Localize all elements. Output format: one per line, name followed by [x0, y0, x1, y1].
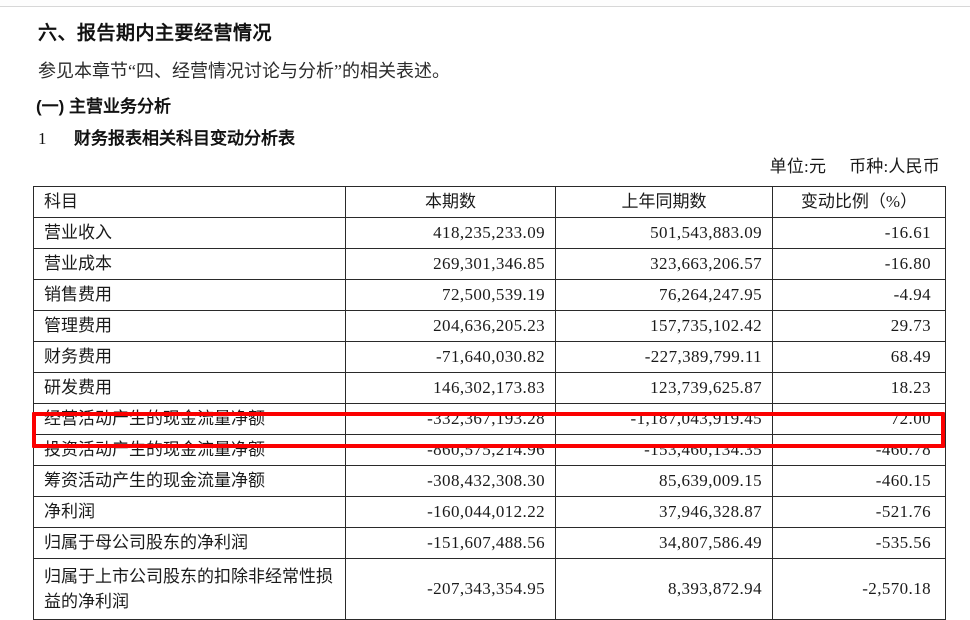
table-row: 归属于上市公司股东的扣除非经常性损益的净利润 -207,343,354.95 8…	[33, 558, 946, 620]
row-current-value: 269,301,346.85	[345, 248, 556, 280]
row-item-label: 营业成本	[33, 248, 346, 280]
row-previous-value: 37,946,328.87	[555, 496, 773, 528]
row-change-value: -535.56	[772, 527, 946, 559]
unit-currency-note: 单位:元 币种:人民币	[770, 152, 940, 177]
row-previous-value: 323,663,206.57	[555, 248, 773, 280]
row-change-value: 29.73	[772, 310, 946, 342]
table-header-row: 科目 本期数 上年同期数 变动比例（%）	[33, 186, 946, 218]
row-previous-value: 501,543,883.09	[555, 217, 773, 249]
row-item-label: 研发费用	[33, 372, 346, 404]
table-row-highlighted: 投资活动产生的现金流量净额 -860,575,214.96 -153,460,1…	[33, 434, 946, 466]
row-item-label: 销售费用	[33, 279, 346, 311]
table-row: 筹资活动产生的现金流量净额 -308,432,308.30 85,639,009…	[33, 465, 946, 497]
unit-label: 单位:元	[769, 157, 827, 176]
row-current-value: -860,575,214.96	[345, 434, 556, 466]
row-current-value: -332,367,193.28	[345, 403, 556, 435]
item-heading-text: 财务报表相关科目变动分析表	[74, 129, 295, 148]
row-current-value: -308,432,308.30	[345, 465, 556, 497]
row-current-value: -160,044,012.22	[345, 496, 556, 528]
row-current-value: 204,636,205.23	[345, 310, 556, 342]
row-item-label: 净利润	[33, 496, 346, 528]
row-previous-value: 8,393,872.94	[555, 558, 773, 620]
row-item-label: 经营活动产生的现金流量净额	[33, 403, 346, 435]
column-header-current: 本期数	[345, 186, 556, 218]
row-current-value: 146,302,173.83	[345, 372, 556, 404]
table-row: 财务费用 -71,640,030.82 -227,389,799.11 68.4…	[33, 341, 946, 373]
row-current-value: 72,500,539.19	[345, 279, 556, 311]
row-previous-value: 123,739,625.87	[555, 372, 773, 404]
row-current-value: 418,235,233.09	[345, 217, 556, 249]
row-change-value: -460.15	[772, 465, 946, 497]
row-change-value: -2,570.18	[772, 558, 946, 620]
table-header: 科目 本期数 上年同期数 变动比例（%）	[33, 186, 946, 218]
row-change-value: -460.78	[772, 434, 946, 466]
column-header-previous: 上年同期数	[555, 186, 773, 218]
row-previous-value: 34,807,586.49	[555, 527, 773, 559]
table-body: 营业收入 418,235,233.09 501,543,883.09 -16.6…	[33, 217, 946, 620]
table-row: 营业成本 269,301,346.85 323,663,206.57 -16.8…	[33, 248, 946, 280]
row-change-value: -521.76	[772, 496, 946, 528]
row-change-value: -16.61	[772, 217, 946, 249]
table-row: 经营活动产生的现金流量净额 -332,367,193.28 -1,187,043…	[33, 403, 946, 435]
row-previous-value: -1,187,043,919.45	[555, 403, 773, 435]
currency-label: 币种:人民币	[849, 157, 940, 176]
row-item-label: 管理费用	[33, 310, 346, 342]
column-header-item: 科目	[33, 186, 346, 218]
row-change-value: -4.94	[772, 279, 946, 311]
table-row: 销售费用 72,500,539.19 76,264,247.95 -4.94	[33, 279, 946, 311]
row-current-value: -151,607,488.56	[345, 527, 556, 559]
row-item-label: 投资活动产生的现金流量净额	[33, 434, 346, 466]
row-change-value: -16.80	[772, 248, 946, 280]
row-previous-value: 76,264,247.95	[555, 279, 773, 311]
subsection-heading: (一) 主营业务分析	[36, 97, 172, 116]
row-item-label: 归属于上市公司股东的扣除非经常性损益的净利润	[33, 558, 346, 620]
top-divider	[0, 6, 970, 7]
row-item-label: 归属于母公司股东的净利润	[33, 527, 346, 559]
row-previous-value: -153,460,134.35	[555, 434, 773, 466]
row-item-label: 财务费用	[33, 341, 346, 373]
row-current-value: -207,343,354.95	[345, 558, 556, 620]
row-previous-value: 157,735,102.42	[555, 310, 773, 342]
row-current-value: -71,640,030.82	[345, 341, 556, 373]
reference-paragraph: 参见本章节“四、经营情况讨论与分析”的相关表述。	[38, 61, 450, 81]
row-change-value: 72.00	[772, 403, 946, 435]
item-heading-line: 1 财务报表相关科目变动分析表	[38, 124, 295, 149]
table-row: 营业收入 418,235,233.09 501,543,883.09 -16.6…	[33, 217, 946, 249]
row-previous-value: 85,639,009.15	[555, 465, 773, 497]
financial-table: 科目 本期数 上年同期数 变动比例（%） 营业收入 418,235,233.09…	[33, 186, 946, 620]
page-title: 六、报告期内主要经营情况	[38, 23, 273, 44]
item-number: 1	[38, 129, 47, 148]
table-row: 管理费用 204,636,205.23 157,735,102.42 29.73	[33, 310, 946, 342]
table-row: 净利润 -160,044,012.22 37,946,328.87 -521.7…	[33, 496, 946, 528]
financial-table-wrapper: 科目 本期数 上年同期数 变动比例（%） 营业收入 418,235,233.09…	[33, 186, 946, 620]
document-page: 六、报告期内主要经营情况 参见本章节“四、经营情况讨论与分析”的相关表述。 (一…	[32, 23, 946, 620]
row-change-value: 18.23	[772, 372, 946, 404]
row-change-value: 68.49	[772, 341, 946, 373]
row-item-label: 营业收入	[33, 217, 346, 249]
top-chrome-strip	[0, 0, 970, 6]
table-row: 研发费用 146,302,173.83 123,739,625.87 18.23	[33, 372, 946, 404]
table-row: 归属于母公司股东的净利润 -151,607,488.56 34,807,586.…	[33, 527, 946, 559]
column-header-change: 变动比例（%）	[772, 186, 946, 218]
row-item-label: 筹资活动产生的现金流量净额	[33, 465, 346, 497]
row-previous-value: -227,389,799.11	[555, 341, 773, 373]
